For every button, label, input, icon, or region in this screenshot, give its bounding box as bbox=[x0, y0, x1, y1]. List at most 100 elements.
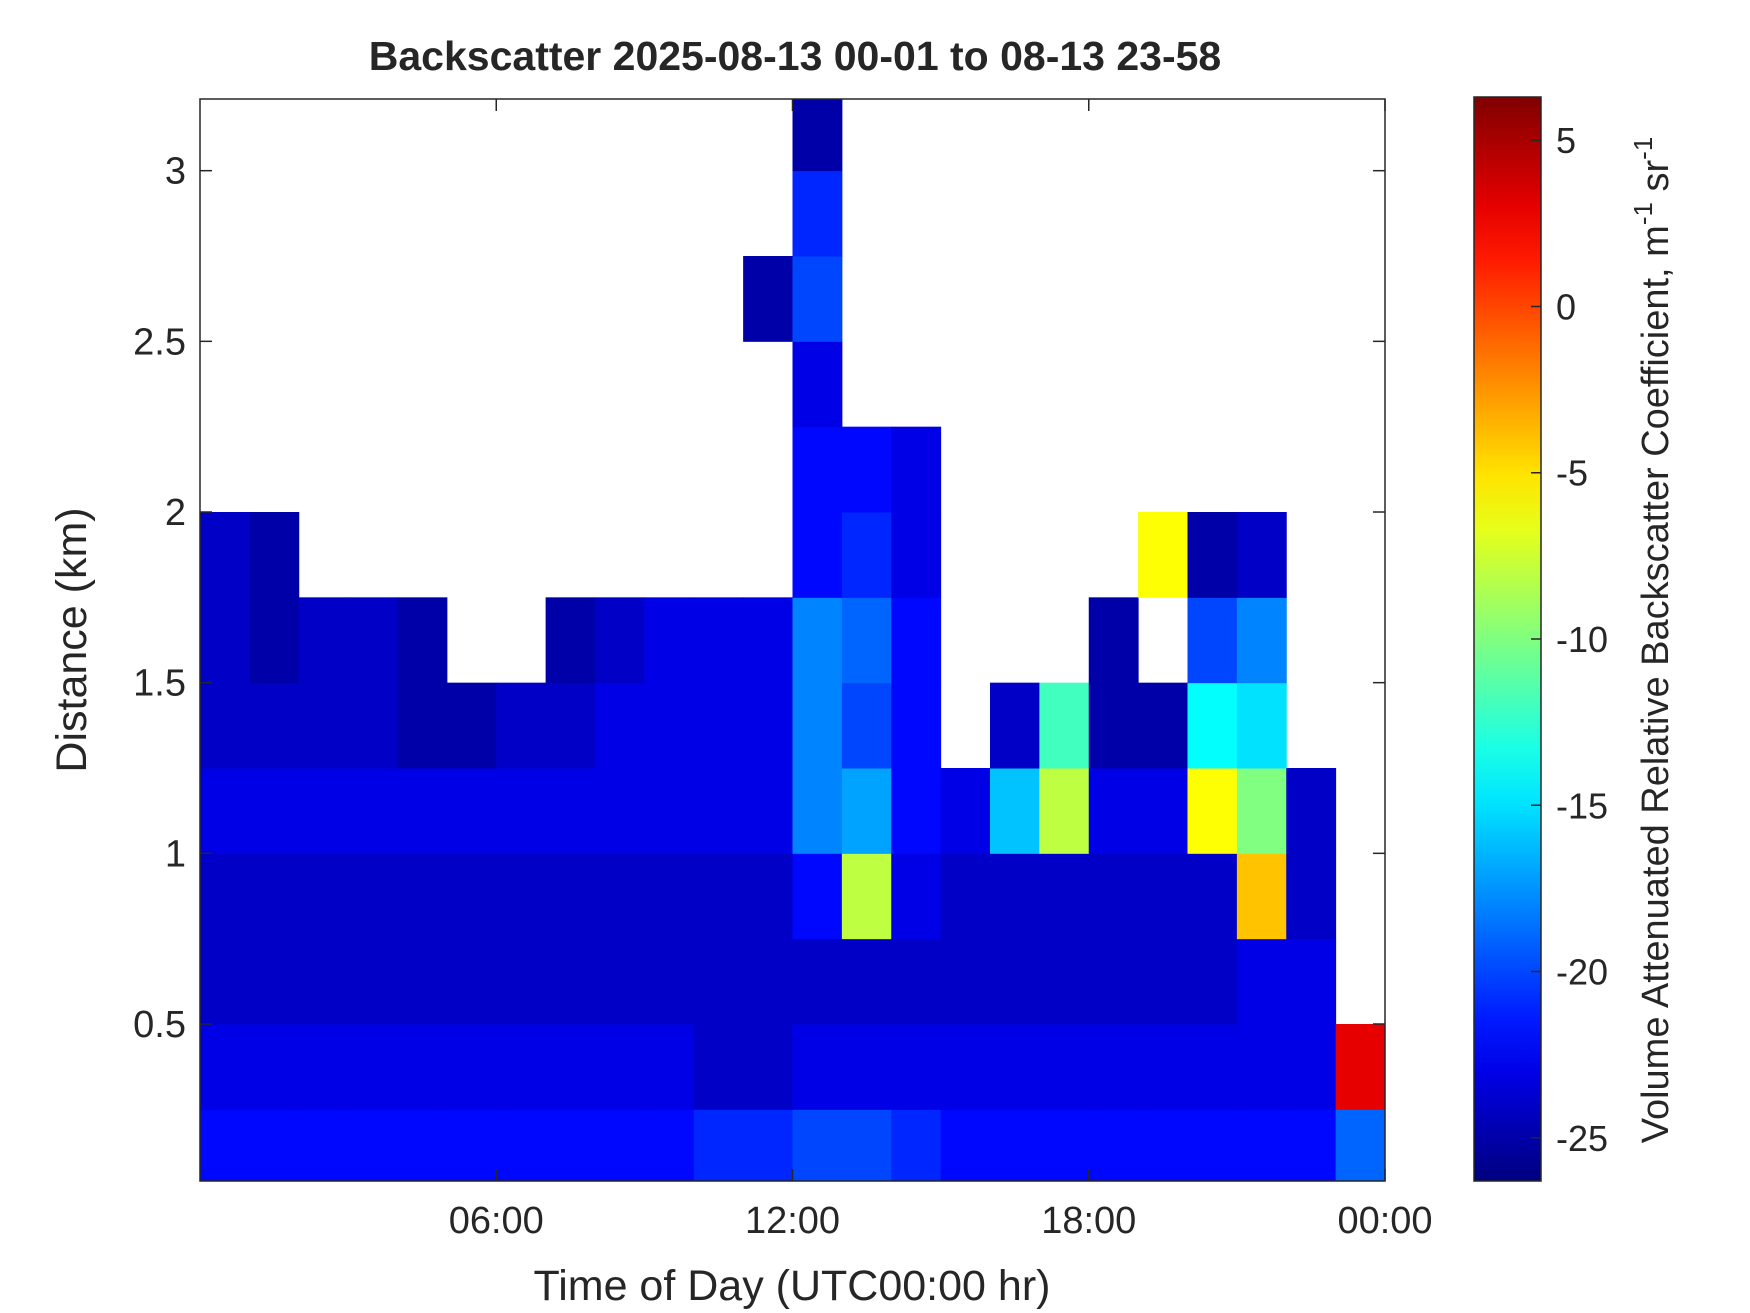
heatmap-cell bbox=[595, 938, 645, 1025]
heatmap-cell bbox=[446, 853, 497, 940]
heatmap-cell bbox=[940, 938, 991, 1025]
heatmap-cell bbox=[792, 426, 843, 513]
heatmap-cell bbox=[792, 682, 843, 769]
heatmap-cell bbox=[298, 938, 349, 1025]
heatmap-cell bbox=[693, 767, 744, 854]
heatmap-cell bbox=[693, 1109, 744, 1181]
heatmap-cell bbox=[940, 853, 991, 940]
heatmap-cell bbox=[891, 597, 942, 684]
heatmap-cell bbox=[397, 597, 448, 684]
heatmap-cell bbox=[1286, 938, 1337, 1025]
heatmap-cell bbox=[743, 256, 793, 342]
heatmap-cell bbox=[249, 597, 300, 684]
heatmap-cell bbox=[940, 767, 991, 854]
heatmap-cell bbox=[644, 767, 695, 854]
heatmap-cell bbox=[249, 853, 300, 940]
heatmap-cell bbox=[348, 1109, 398, 1181]
heatmap-cell bbox=[249, 1023, 300, 1110]
heatmap-cell bbox=[298, 1023, 349, 1110]
heatmap-cell bbox=[693, 938, 744, 1025]
heatmap-cell bbox=[1286, 767, 1337, 854]
heatmap-cell bbox=[743, 1109, 793, 1181]
heatmap-cell bbox=[990, 1109, 1040, 1181]
heatmap-cell bbox=[990, 682, 1040, 769]
heatmap-cell bbox=[595, 767, 645, 854]
heatmap-cell bbox=[1039, 938, 1090, 1025]
colorbar bbox=[1473, 96, 1542, 1182]
heatmap-cell bbox=[545, 682, 596, 769]
heatmap-cell bbox=[595, 682, 645, 769]
heatmap-cell bbox=[298, 1109, 349, 1181]
heatmap-cell bbox=[545, 597, 596, 684]
heatmap-cell bbox=[397, 1109, 448, 1181]
heatmap-cell bbox=[1187, 1023, 1238, 1110]
heatmap-cell bbox=[298, 767, 349, 854]
heatmap-cell bbox=[1187, 1109, 1238, 1181]
x-tick-label: 18:00 bbox=[1041, 1200, 1136, 1242]
heatmap-cell bbox=[397, 767, 448, 854]
heatmap-cell bbox=[743, 853, 793, 940]
heatmap-cell bbox=[792, 1109, 843, 1181]
heatmap-cell bbox=[1187, 853, 1238, 940]
colorbar-label-superscript: -1 bbox=[1628, 137, 1658, 160]
heatmap-cell bbox=[644, 938, 695, 1025]
colorbar-tick-label: -20 bbox=[1556, 952, 1608, 993]
heatmap-cell bbox=[644, 682, 695, 769]
colorbar-label: Volume Attenuated Relative Backscatter C… bbox=[1628, 137, 1677, 1144]
heatmap-cell bbox=[496, 767, 547, 854]
y-tick-label: 3 bbox=[165, 151, 186, 193]
heatmap-cell bbox=[841, 1109, 892, 1181]
heatmap-cell bbox=[792, 938, 843, 1025]
heatmap-cell bbox=[841, 767, 892, 854]
heatmap-cell bbox=[693, 682, 744, 769]
heatmap-cell bbox=[1236, 853, 1287, 940]
heatmap-cell bbox=[1286, 1109, 1337, 1181]
heatmap-cell bbox=[1236, 767, 1287, 854]
heatmap-cell bbox=[841, 1023, 892, 1110]
heatmap-cell bbox=[249, 1109, 300, 1181]
heatmap-cell bbox=[841, 597, 892, 684]
heatmap-cell bbox=[743, 767, 793, 854]
heatmap-cell bbox=[841, 426, 892, 513]
heatmap-cell bbox=[595, 1023, 645, 1110]
heatmap-cell bbox=[446, 767, 497, 854]
heatmap-cell bbox=[595, 597, 645, 684]
heatmap-cell bbox=[891, 1109, 942, 1181]
y-tick-label: 1 bbox=[165, 833, 186, 875]
x-tick-label: 00:00 bbox=[1337, 1200, 1432, 1242]
heatmap-cell bbox=[200, 682, 250, 769]
heatmap-cell bbox=[891, 767, 942, 854]
heatmap-cell bbox=[693, 597, 744, 684]
heatmap-cell bbox=[1187, 682, 1238, 769]
heatmap-cell bbox=[1088, 1023, 1139, 1110]
heatmap-cell bbox=[397, 1023, 448, 1110]
heatmap-cell bbox=[1236, 938, 1287, 1025]
heatmap-cell bbox=[693, 853, 744, 940]
y-tick-label: 2 bbox=[165, 492, 186, 534]
heatmap-cell bbox=[348, 938, 398, 1025]
heatmap-cell bbox=[200, 853, 250, 940]
heatmap-cell bbox=[1138, 1109, 1188, 1181]
heatmap-cell bbox=[446, 1023, 497, 1110]
colorbar-tick-label: 5 bbox=[1556, 120, 1576, 161]
heatmap-cell bbox=[200, 938, 250, 1025]
heatmap-cell bbox=[792, 767, 843, 854]
heatmap-cell bbox=[1138, 938, 1188, 1025]
heatmap-cell bbox=[743, 597, 793, 684]
heatmap-cell bbox=[348, 597, 398, 684]
heatmap-cell bbox=[545, 1023, 596, 1110]
heatmap-cell bbox=[644, 1109, 695, 1181]
heatmap-cell bbox=[891, 853, 942, 940]
heatmap-cell bbox=[743, 938, 793, 1025]
heatmap-cell bbox=[792, 256, 843, 342]
chart-title: Backscatter 2025-08-13 00-01 to 08-13 23… bbox=[369, 33, 1221, 79]
heatmap-cell bbox=[545, 938, 596, 1025]
heatmap-cell bbox=[496, 938, 547, 1025]
colorbar-tick-label: -15 bbox=[1556, 785, 1608, 826]
heatmap-cell bbox=[348, 682, 398, 769]
heatmap-cell bbox=[200, 1023, 250, 1110]
heatmap-cell bbox=[348, 1023, 398, 1110]
heatmap-cell bbox=[1187, 767, 1238, 854]
colorbar-tick-label: -25 bbox=[1556, 1118, 1608, 1159]
x-tick-label: 06:00 bbox=[449, 1200, 544, 1242]
